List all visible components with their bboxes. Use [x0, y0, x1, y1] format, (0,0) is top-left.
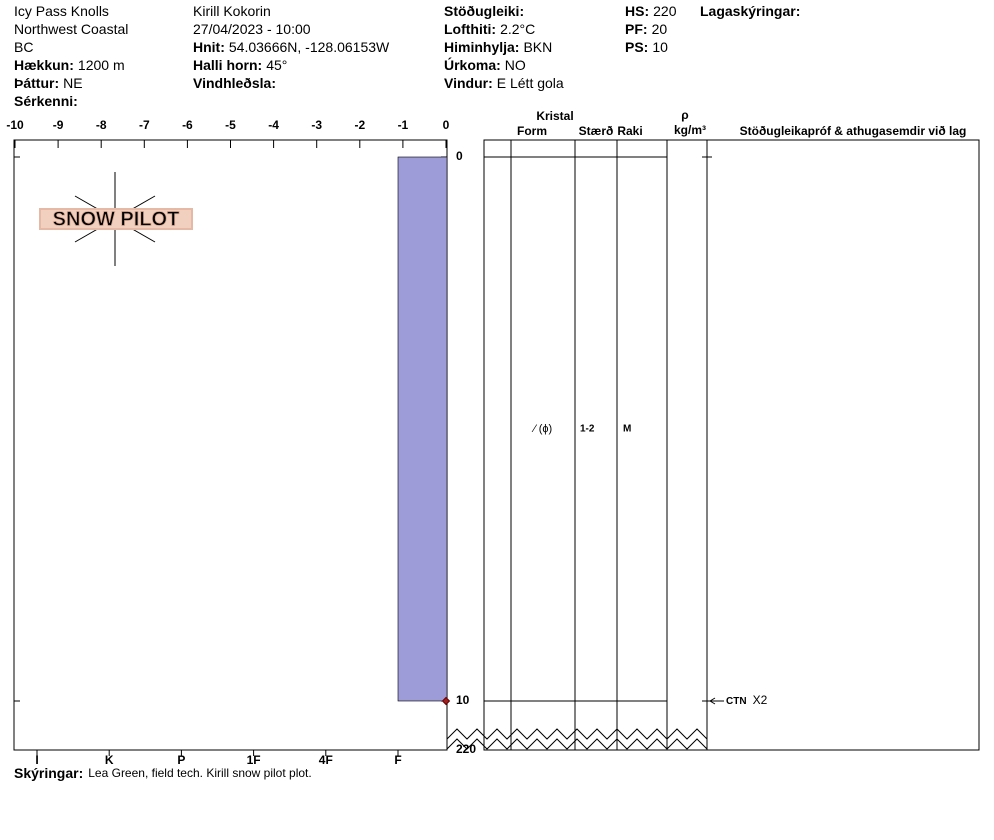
header-value: 2.2°C — [500, 21, 535, 37]
header-label: PS: — [625, 39, 648, 55]
header-label: Lofthiti: — [444, 21, 496, 37]
header-field: Icy Pass Knolls — [14, 3, 109, 19]
layer-size: 1-2 — [580, 424, 595, 435]
header-field: BC — [14, 39, 33, 55]
header-field: Þáttur: NE — [14, 75, 83, 91]
test-code: CTN — [726, 696, 747, 707]
header-field: PF: 20 — [625, 21, 667, 37]
temp-tick-label: -8 — [96, 118, 107, 132]
temperature-point — [441, 696, 451, 706]
header-field: 27/04/2023 - 10:00 — [193, 21, 311, 37]
hardness-label: I — [35, 753, 38, 767]
header-value: Northwest Coastal — [14, 21, 128, 37]
temp-tick-label: -5 — [225, 118, 236, 132]
axis-break — [446, 728, 708, 740]
header-value: 20 — [652, 21, 668, 37]
hardness-bar — [397, 156, 448, 702]
header-value: BKN — [523, 39, 552, 55]
hardness-label: 1F — [247, 753, 261, 767]
temp-tick-label: -1 — [398, 118, 409, 132]
header-label: Vindhleðsla: — [193, 75, 276, 91]
header-field: Himinhylja: BKN — [444, 39, 552, 55]
wetness-header: Raki — [617, 124, 642, 138]
table-columns — [510, 140, 708, 750]
depth-tick-label: 10 — [456, 693, 470, 707]
hardness-label: K — [105, 753, 114, 767]
hardness-label: P — [177, 753, 185, 767]
header-label: Sérkenni: — [14, 93, 78, 109]
rho-header: ρ — [681, 108, 688, 122]
header-field: Halli horn: 45° — [193, 57, 287, 73]
header-label: PF: — [625, 21, 648, 37]
crystal-header: Kristal — [536, 109, 573, 123]
header-label: Hækkun: — [14, 57, 74, 73]
header-value: Kirill Kokorin — [193, 3, 271, 19]
header-value: BC — [14, 39, 33, 55]
header-label: Halli horn: — [193, 57, 262, 73]
hardness-label: 4F — [319, 753, 333, 767]
temp-tick-label: 0 — [443, 118, 450, 132]
comments-header: Stöðugleikapróf & athugasemdir við lag — [740, 124, 967, 138]
hardness-label: F — [394, 753, 401, 767]
header-label: Vindur: — [444, 75, 493, 91]
header-field: PS: 10 — [625, 39, 668, 55]
header-field: Hnit: 54.03666N, -128.06153W — [193, 39, 390, 55]
temp-tick-label: -6 — [182, 118, 193, 132]
header-value: 54.03666N, -128.06153W — [229, 39, 390, 55]
temp-tick-label: -9 — [53, 118, 64, 132]
header-field: Stöðugleiki: — [444, 3, 524, 19]
logo-text: SNOW PILOT — [53, 208, 180, 230]
graph-frame — [13, 139, 448, 751]
header-field: Lofthiti: 2.2°C — [444, 21, 535, 37]
footer: Skýringar: Lea Green, field tech. Kirill … — [14, 765, 312, 781]
temp-tick-label: -2 — [354, 118, 365, 132]
header-value: NE — [63, 75, 82, 91]
header-field: HS: 220 — [625, 3, 677, 19]
axis-break — [446, 738, 708, 750]
header-label: HS: — [625, 3, 649, 19]
layer-wetness: M — [623, 424, 631, 435]
test-result: CTN X2 — [726, 693, 768, 707]
footer-text: Lea Green, field tech. Kirill snow pilot… — [88, 766, 311, 780]
header-label: Þáttur: — [14, 75, 59, 91]
table-frame — [483, 139, 980, 751]
header-field: Lagaskýringar: — [700, 3, 800, 19]
depth-tick-label: 0 — [456, 149, 463, 163]
temp-tick-label: -4 — [268, 118, 279, 132]
header-value: 220 — [653, 3, 677, 19]
header-value: Icy Pass Knolls — [14, 3, 109, 19]
header-field: Vindhleðsla: — [193, 75, 276, 91]
test-note: X2 — [753, 693, 768, 707]
header-value: NO — [505, 57, 526, 73]
header-field: Úrkoma: NO — [444, 56, 526, 73]
temp-tick-label: -7 — [139, 118, 150, 132]
size-header: Stærð — [579, 124, 614, 138]
test-arrow-head — [709, 697, 716, 705]
footer-label: Skýringar: — [14, 765, 83, 781]
header-label: Stöðugleiki: — [444, 3, 524, 19]
header-field: Sérkenni: — [14, 93, 78, 109]
layer-form: ⁄ (ɸ) — [531, 423, 552, 435]
logo: SNOW PILOT — [39, 172, 193, 266]
density-header: kg/m³ — [674, 123, 706, 137]
header-field: Hækkun: 1200 m — [14, 57, 125, 73]
header-field: Vindur: E Létt gola — [444, 75, 564, 91]
header-label: Himinhylja: — [444, 39, 519, 55]
header-label: Lagaskýringar: — [700, 3, 800, 19]
header-label: Hnit: — [193, 39, 225, 55]
header-label: Úrkoma: — [444, 56, 501, 73]
header-value: 45° — [266, 57, 287, 73]
header-value: E Létt gola — [497, 75, 564, 91]
header-field: Kirill Kokorin — [193, 3, 271, 19]
header-value: 1200 m — [78, 57, 125, 73]
form-header: Form — [517, 124, 547, 138]
total-depth-label: 220 — [456, 742, 476, 756]
header-value: 10 — [652, 39, 668, 55]
temp-tick-label: -3 — [311, 118, 322, 132]
header-value: 27/04/2023 - 10:00 — [193, 21, 311, 37]
header-field: Northwest Coastal — [14, 21, 128, 37]
temp-tick-label: -10 — [6, 118, 24, 132]
